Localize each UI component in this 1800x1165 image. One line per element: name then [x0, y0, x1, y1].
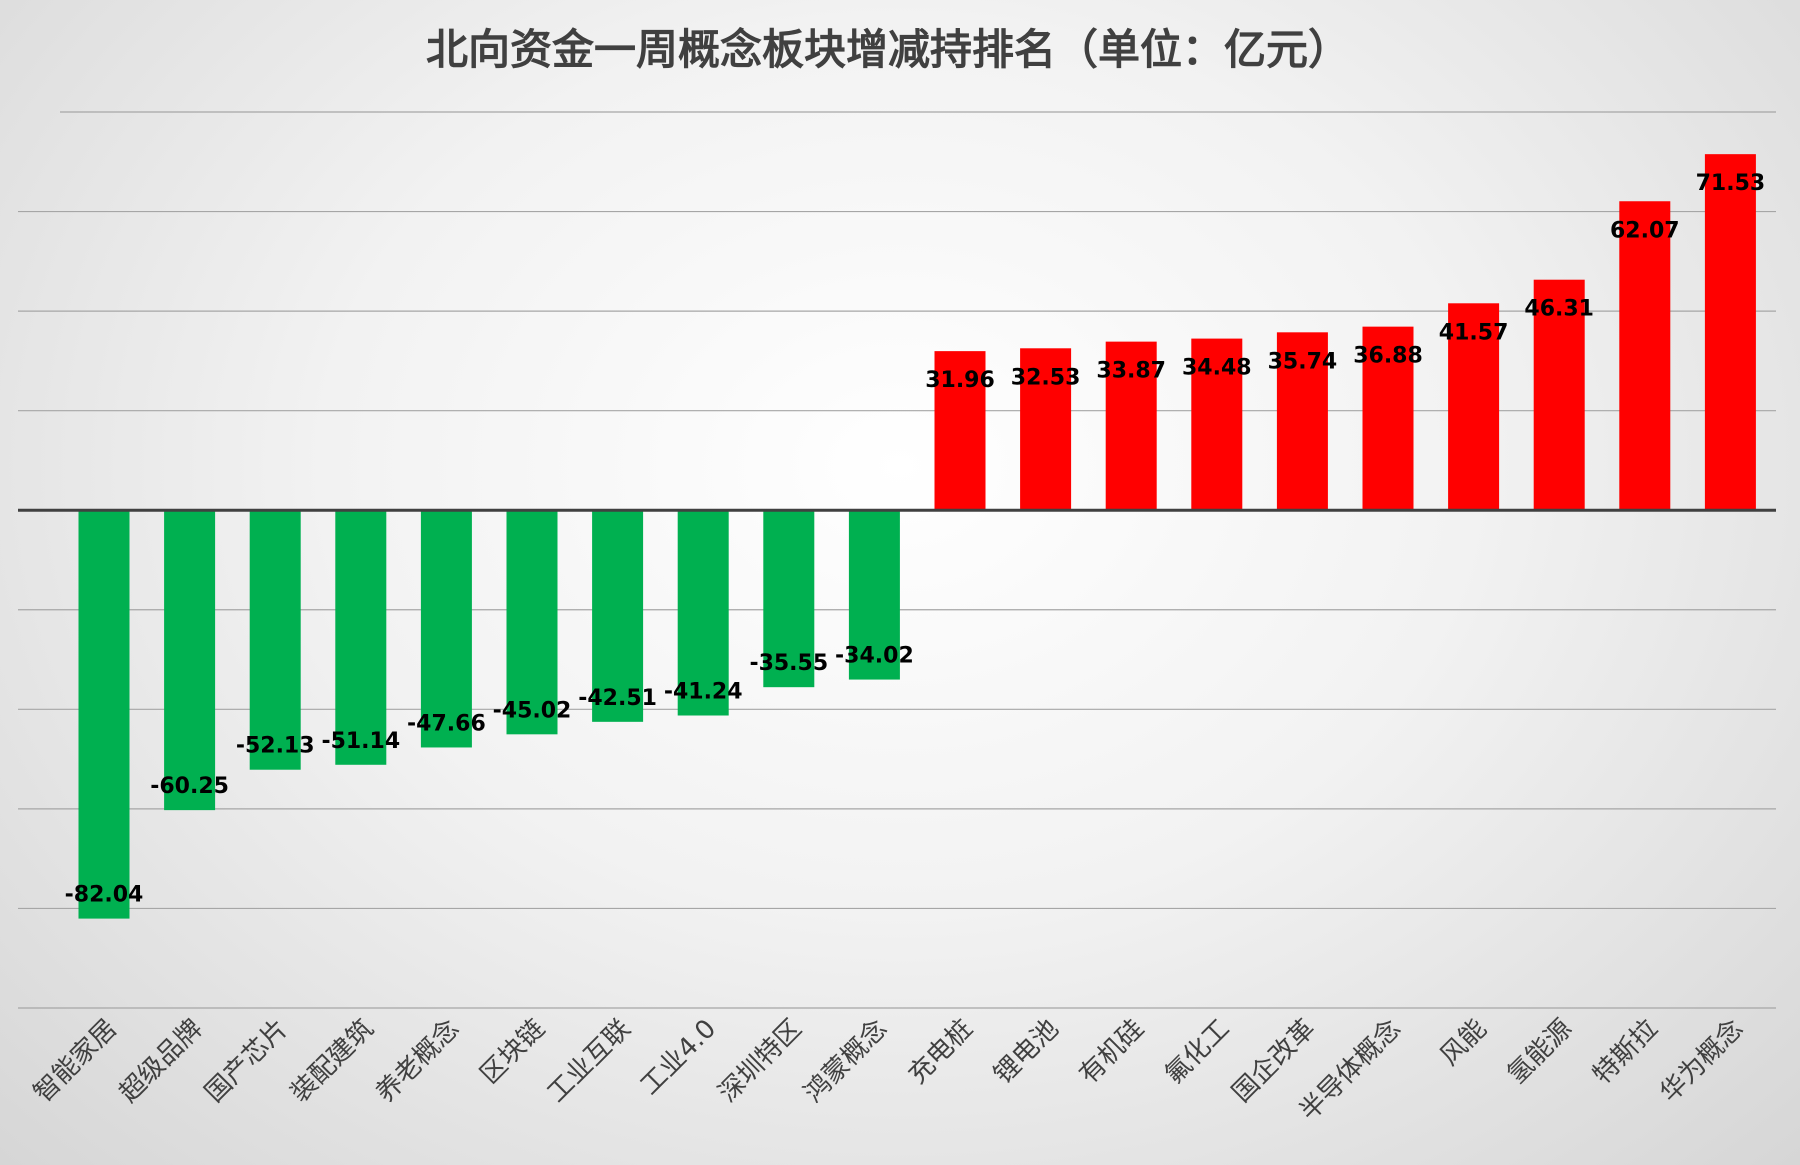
data-labels: -82.04 -60.25 -52.13 -51.14 -47.66 -45.02 -42.… — [65, 171, 1766, 907]
bar — [848, 510, 900, 680]
bar — [1020, 348, 1072, 511]
bar — [1448, 303, 1500, 511]
data-label: -42.51 — [578, 686, 657, 711]
data-label: -34.02 — [835, 644, 914, 669]
bar — [249, 510, 301, 770]
bar — [1362, 326, 1414, 511]
data-label: -60.25 — [150, 774, 229, 799]
category-label: 风能 — [1435, 1014, 1493, 1072]
category-label: 工业4.0 — [635, 1014, 722, 1101]
category-label: 特斯拉 — [1587, 1014, 1663, 1090]
category-label: 深圳特区 — [713, 1014, 808, 1109]
category-label: 华为概念 — [1655, 1014, 1750, 1109]
bar — [78, 510, 130, 919]
data-label: -45.02 — [493, 698, 572, 723]
data-label: 35.74 — [1268, 349, 1338, 374]
category-label: 有机硅 — [1074, 1014, 1150, 1090]
category-label: 装配建筑 — [285, 1014, 380, 1109]
category-label: 充电桩 — [903, 1014, 979, 1090]
bar — [763, 510, 815, 688]
bar — [420, 510, 472, 748]
data-label: 34.48 — [1182, 356, 1252, 381]
bar — [1276, 332, 1328, 511]
bar — [164, 510, 216, 811]
data-label: -51.14 — [321, 729, 400, 754]
data-label: 46.31 — [1524, 297, 1594, 322]
data-label: -52.13 — [236, 734, 315, 759]
data-label: 36.88 — [1353, 344, 1423, 369]
category-label: 锂电池 — [988, 1014, 1064, 1090]
data-label: -35.55 — [749, 651, 828, 676]
bar — [506, 510, 558, 735]
bar — [1191, 338, 1243, 511]
data-label: 41.57 — [1439, 320, 1509, 345]
category-label: 工业互联 — [542, 1014, 637, 1109]
data-label: 32.53 — [1011, 365, 1081, 390]
bar — [1533, 279, 1585, 511]
data-label: 62.07 — [1610, 218, 1680, 243]
category-label: 区块链 — [475, 1014, 551, 1090]
bar — [1704, 154, 1756, 511]
chart-title: 北向资金一周概念板块增减持排名（单位：亿元） — [426, 25, 1350, 74]
category-label: 国产芯片 — [199, 1014, 294, 1109]
category-label: 鸿蒙概念 — [799, 1014, 894, 1109]
category-label: 智能家居 — [28, 1014, 123, 1109]
bar — [335, 510, 387, 765]
bar — [934, 351, 986, 511]
data-label: -47.66 — [407, 711, 486, 736]
bar — [1619, 201, 1671, 511]
bar — [1105, 341, 1157, 511]
category-label: 养老概念 — [371, 1014, 466, 1109]
category-label: 超级品牌 — [114, 1014, 209, 1109]
bars — [78, 154, 1756, 919]
data-label: 31.96 — [925, 368, 995, 393]
data-label: 33.87 — [1096, 359, 1166, 384]
bar — [592, 510, 644, 722]
data-label: 71.53 — [1696, 171, 1766, 196]
data-label: -41.24 — [664, 680, 743, 705]
category-label: 氟化工 — [1159, 1014, 1235, 1090]
bar — [677, 510, 729, 716]
category-label: 氢能源 — [1502, 1014, 1578, 1090]
data-label: -82.04 — [65, 883, 144, 908]
